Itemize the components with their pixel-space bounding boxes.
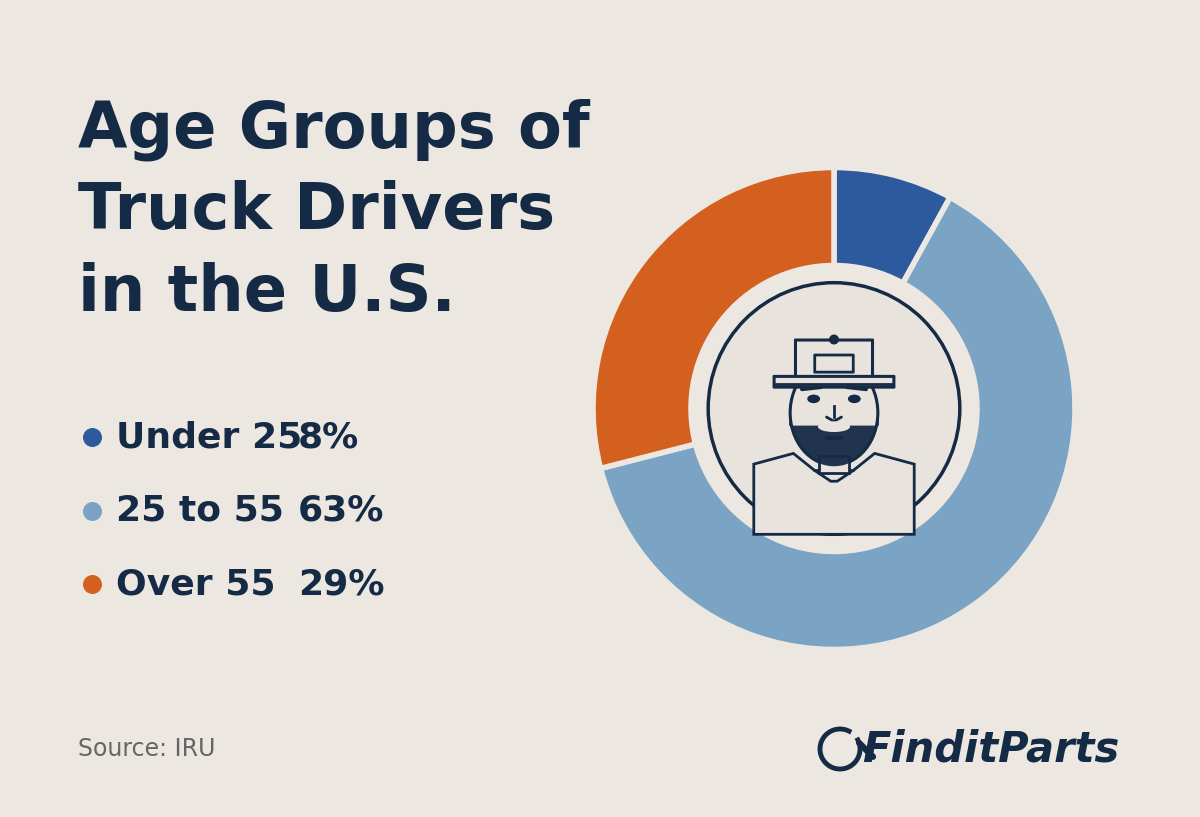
Wedge shape <box>593 167 834 468</box>
Text: in the U.S.: in the U.S. <box>78 262 456 324</box>
Ellipse shape <box>808 395 820 403</box>
Point <box>83 578 102 591</box>
Text: Source: IRU: Source: IRU <box>78 737 215 761</box>
Polygon shape <box>820 456 848 473</box>
Text: Over 55: Over 55 <box>116 567 276 601</box>
Circle shape <box>829 335 839 344</box>
Polygon shape <box>790 413 878 467</box>
Text: Truck Drivers: Truck Drivers <box>78 180 556 242</box>
Point <box>83 504 102 517</box>
Text: Under 25: Under 25 <box>116 420 302 454</box>
FancyBboxPatch shape <box>796 340 872 383</box>
Ellipse shape <box>818 422 850 432</box>
Text: 63%: 63% <box>298 493 384 528</box>
Polygon shape <box>754 453 914 534</box>
Wedge shape <box>600 197 1075 650</box>
Text: FinditParts: FinditParts <box>862 728 1120 770</box>
Ellipse shape <box>848 395 860 403</box>
Text: Age Groups of: Age Groups of <box>78 98 589 160</box>
Point <box>83 431 102 444</box>
Circle shape <box>691 266 977 551</box>
Text: 25 to 55: 25 to 55 <box>116 493 284 528</box>
Wedge shape <box>834 167 950 283</box>
Circle shape <box>708 283 960 534</box>
FancyBboxPatch shape <box>774 377 894 387</box>
Ellipse shape <box>790 360 878 465</box>
Text: 8%: 8% <box>298 420 359 454</box>
Text: 29%: 29% <box>298 567 384 601</box>
